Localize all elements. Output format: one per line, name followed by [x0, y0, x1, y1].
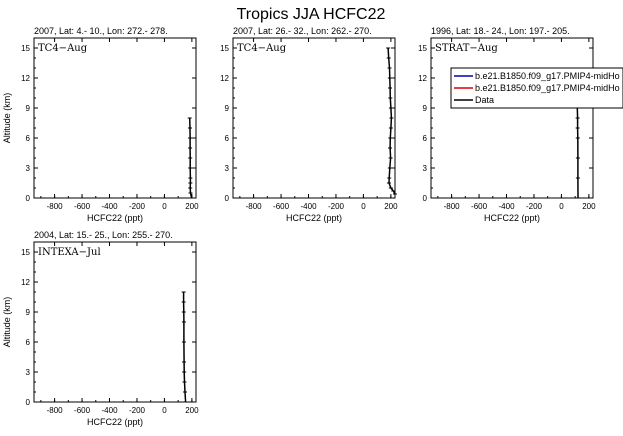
plot-frame [33, 241, 197, 403]
y-tick-label: 0 [225, 194, 230, 203]
y-tick-label: 9 [26, 104, 31, 113]
x-tick-label: 0 [162, 406, 167, 415]
figure-title: Tropics JJA HCFC22 [237, 6, 386, 23]
plot-frame [232, 37, 396, 199]
y-tick-label: 6 [26, 134, 31, 143]
y-tick-label: 15 [21, 44, 30, 53]
x-tick-label: -200 [129, 406, 146, 415]
y-tick-label: 3 [26, 368, 31, 377]
x-tick-label: -800 [246, 202, 263, 211]
x-tick-label: -800 [444, 202, 461, 211]
plot-frame [33, 37, 197, 199]
x-tick-label: -800 [47, 202, 64, 211]
y-tick-label: 15 [418, 44, 427, 53]
chart-panel-1: 2007, Lat: 4.- 10., Lon: 272.- 278. TC4−A… [2, 26, 199, 223]
x-tick-label: -600 [74, 202, 91, 211]
y-tick-label: 6 [26, 338, 31, 347]
y-tick-label: 12 [21, 74, 30, 83]
x-tick-label: 0 [559, 202, 564, 211]
x-tick-label: -600 [471, 202, 488, 211]
campaign-label: TC4−Aug [38, 43, 88, 54]
y-tick-label: 12 [220, 74, 229, 83]
legend-box [450, 67, 623, 109]
panel-subtitle: 2007, Lat: 26.- 32., Lon: 262.- 270. [233, 26, 372, 36]
y-tick-label: 0 [423, 194, 428, 203]
y-axis-label: Altitude (km) [2, 93, 12, 144]
y-tick-label: 3 [26, 164, 31, 173]
x-tick-label: 200 [384, 202, 398, 211]
y-tick-label: 12 [21, 278, 30, 287]
y-tick-label: 15 [21, 248, 30, 257]
x-tick-label: 0 [162, 202, 167, 211]
x-tick-label: -600 [74, 406, 91, 415]
series-line-data [387, 47, 396, 195]
y-axis-label: Altitude (km) [2, 297, 12, 348]
x-tick-label: -800 [47, 406, 64, 415]
y-tick-label: 6 [423, 134, 428, 143]
x-tick-label: 200 [185, 406, 199, 415]
x-tick-label: 200 [185, 202, 199, 211]
y-tick-label: 9 [26, 308, 31, 317]
panel-subtitle: 2007, Lat: 4.- 10., Lon: 272.- 278. [34, 26, 168, 36]
x-tick-label: -200 [526, 202, 543, 211]
x-tick-label: -400 [301, 202, 318, 211]
y-tick-label: 9 [423, 104, 428, 113]
legend-entry: Data [475, 95, 494, 105]
x-tick-label: -400 [499, 202, 516, 211]
y-tick-label: 0 [26, 194, 31, 203]
x-tick-label: -400 [102, 202, 119, 211]
y-tick-label: 6 [225, 134, 230, 143]
x-axis-label: HCFC22 (ppt) [286, 213, 342, 223]
campaign-label: TC4−Aug [237, 43, 287, 54]
y-tick-label: 3 [423, 164, 428, 173]
legend: b.e21.B1850.f09_g17.PMIP4-midHo b.e21.B18… [450, 67, 623, 109]
y-tick-label: 0 [26, 398, 31, 407]
chart-panel-2: 2007, Lat: 26.- 32., Lon: 262.- 270. TC4−… [220, 26, 398, 223]
y-tick-label: 12 [418, 74, 427, 83]
x-axis-label: HCFC22 (ppt) [87, 417, 143, 427]
series-line-data [182, 292, 187, 403]
y-tick-label: 3 [225, 164, 230, 173]
y-tick-label: 9 [225, 104, 230, 113]
campaign-label: STRAT−Aug [435, 43, 498, 54]
x-tick-label: -200 [129, 202, 146, 211]
x-axis-label: HCFC22 (ppt) [484, 213, 540, 223]
chart-panel-4: 2004, Lat: 15.- 25., Lon: 255.- 270. INTE… [2, 230, 199, 427]
chart-panel-3: 1996, Lat: 18.- 24., Lon: 197.- 205. STRA… [418, 26, 596, 223]
panel-subtitle: 1996, Lat: 18.- 24., Lon: 197.- 205. [431, 26, 570, 36]
campaign-label: INTEXA−Jul [38, 247, 101, 258]
legend-entry: b.e21.B1850.f09_g17.PMIP4-midHo [475, 83, 620, 93]
panel-subtitle: 2004, Lat: 15.- 25., Lon: 255.- 270. [34, 230, 173, 240]
x-axis-label: HCFC22 (ppt) [87, 213, 143, 223]
x-tick-label: -200 [328, 202, 345, 211]
x-tick-label: -400 [102, 406, 119, 415]
legend-entry: b.e21.B1850.f09_g17.PMIP4-midHo [475, 71, 620, 81]
x-tick-label: 0 [361, 202, 366, 211]
y-tick-label: 15 [220, 44, 229, 53]
plot-frame [430, 37, 594, 199]
x-tick-label: -600 [273, 202, 290, 211]
x-tick-label: 200 [582, 202, 596, 211]
